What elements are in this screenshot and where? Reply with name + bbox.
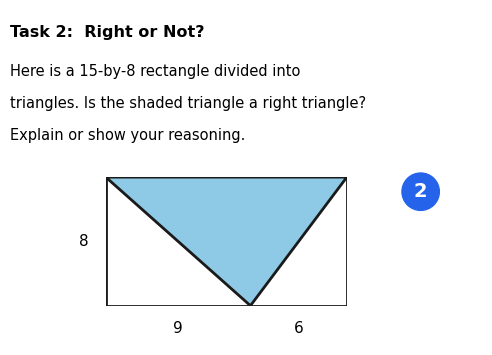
Text: 6: 6 — [294, 321, 304, 336]
Polygon shape — [106, 177, 347, 306]
Text: 9: 9 — [173, 321, 183, 336]
Text: Task 2:  Right or Not?: Task 2: Right or Not? — [10, 25, 204, 40]
Text: Here is a 15-by-8 rectangle divided into: Here is a 15-by-8 rectangle divided into — [10, 64, 300, 79]
Text: 8: 8 — [79, 234, 89, 249]
Text: 2: 2 — [414, 182, 428, 201]
Ellipse shape — [402, 173, 439, 211]
Text: Explain or show your reasoning.: Explain or show your reasoning. — [10, 128, 245, 143]
Text: triangles. Is the shaded triangle a right triangle?: triangles. Is the shaded triangle a righ… — [10, 96, 366, 111]
